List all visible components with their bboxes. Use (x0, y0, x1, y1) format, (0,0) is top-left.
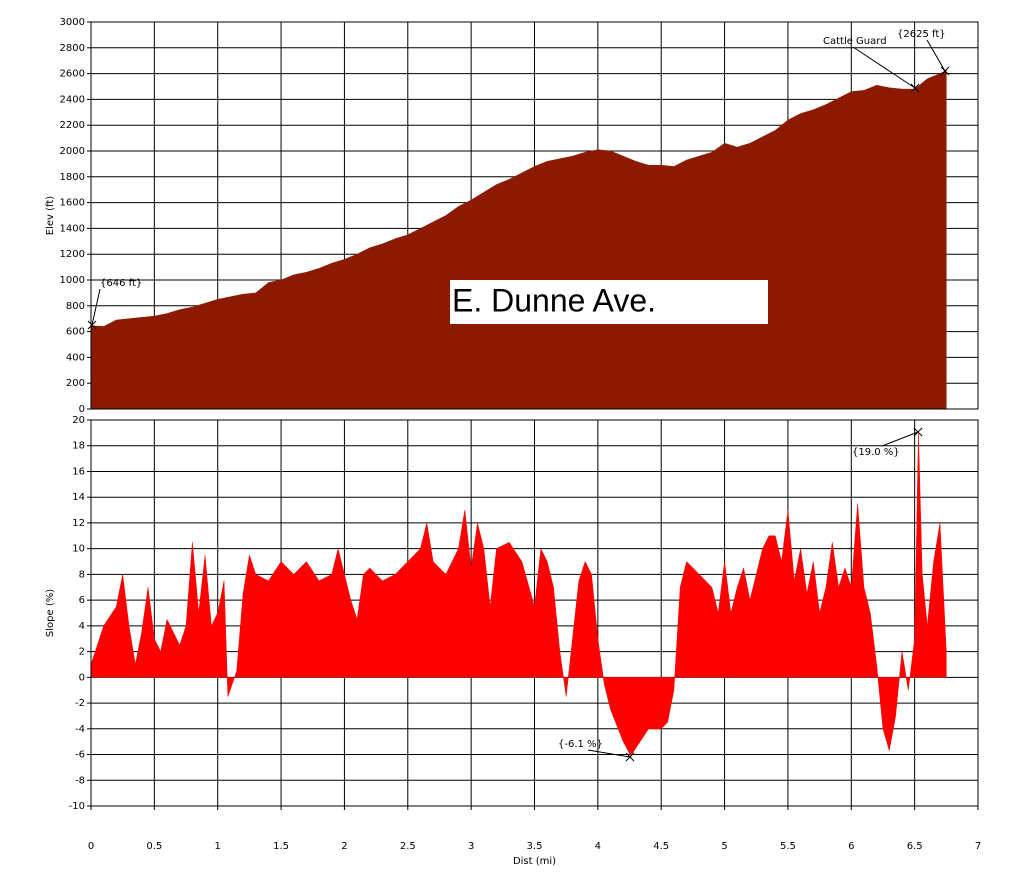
annotation-arrow (881, 431, 919, 447)
x-tick-label: 1 (215, 841, 221, 852)
y-tick-label: 14 (72, 492, 85, 503)
y-tick-label: -4 (75, 724, 85, 735)
annotation-arrow (91, 288, 101, 326)
y-tick-label: 8 (79, 569, 85, 580)
title-box (450, 280, 768, 324)
y-tick-label: 0 (79, 404, 85, 415)
annotation: {19.0 %} (852, 447, 900, 458)
x-axis-label: Dist (mi) (513, 856, 556, 867)
x-tick-label: 0 (88, 841, 94, 852)
y-tick-label: 2400 (60, 94, 85, 105)
x-tick-label: 2 (341, 841, 347, 852)
annotation-marker (910, 83, 920, 93)
y-tick-label: 800 (66, 301, 85, 312)
y-tick-label: -2 (75, 698, 85, 709)
y-tick-label: 200 (66, 378, 85, 389)
y-tick-label: 2800 (60, 43, 85, 54)
area (90, 69, 947, 410)
x-tick-label: 7 (975, 841, 981, 852)
annotation: {-6.1 %} (558, 739, 603, 750)
y-tick-label: 1000 (60, 275, 85, 286)
x-tick-label: 5.5 (780, 841, 796, 852)
x-tick-label: 4 (595, 841, 601, 852)
y-tick-label: 16 (72, 466, 85, 477)
annotation: Cattle Guard (823, 36, 887, 47)
annotation-arrow (587, 749, 631, 758)
x-tick-label: 6 (848, 841, 854, 852)
y-axis-label: Slope (%) (45, 589, 56, 637)
x-tick-label: 0.5 (146, 841, 162, 852)
annotation: {2625 ft} (897, 29, 946, 40)
y-tick-label: 3000 (60, 17, 85, 28)
y-tick-label: 0 (79, 672, 85, 683)
y-tick-label: -10 (69, 801, 85, 812)
y-tick-label: -6 (75, 750, 85, 761)
plot-border (90, 21, 979, 410)
annotation-marker (625, 752, 635, 762)
y-tick-label: 1600 (60, 198, 85, 209)
y-tick-label: 600 (66, 327, 85, 338)
y-tick-label: 12 (72, 518, 85, 529)
y-tick-label: 2000 (60, 146, 85, 157)
y-axis-label: Elev (ft) (45, 196, 56, 236)
x-tick-label: 1.5 (273, 841, 289, 852)
x-tick-label: 3 (468, 841, 474, 852)
y-tick-label: 1200 (60, 249, 85, 260)
annotation-marker (940, 66, 950, 76)
y-tick-label: -8 (75, 775, 85, 786)
annotation: {646 ft} (100, 278, 142, 289)
x-tick-label: 3.5 (527, 841, 543, 852)
x-tick-label: 5 (721, 841, 727, 852)
y-tick-label: 18 (72, 441, 85, 452)
y-tick-label: 2 (79, 647, 85, 658)
chart-title: E. Dunne Ave. (452, 282, 656, 318)
annotation-marker (87, 320, 97, 330)
annotation-arrow (926, 39, 946, 72)
annotation-marker (913, 427, 923, 437)
area (90, 432, 947, 757)
y-tick-label: 1400 (60, 223, 85, 234)
x-tick-label: 4.5 (653, 841, 669, 852)
y-tick-label: 2200 (60, 120, 85, 131)
y-tick-label: 1800 (60, 172, 85, 183)
y-tick-label: 2600 (60, 69, 85, 80)
annotation-arrow (852, 46, 916, 89)
y-tick-label: 20 (72, 415, 85, 426)
y-tick-label: 10 (72, 544, 85, 555)
y-tick-label: 6 (79, 595, 85, 606)
x-tick-label: 6.5 (907, 841, 923, 852)
y-tick-label: 400 (66, 352, 85, 363)
x-tick-label: 2.5 (400, 841, 416, 852)
y-tick-label: 4 (79, 621, 85, 632)
